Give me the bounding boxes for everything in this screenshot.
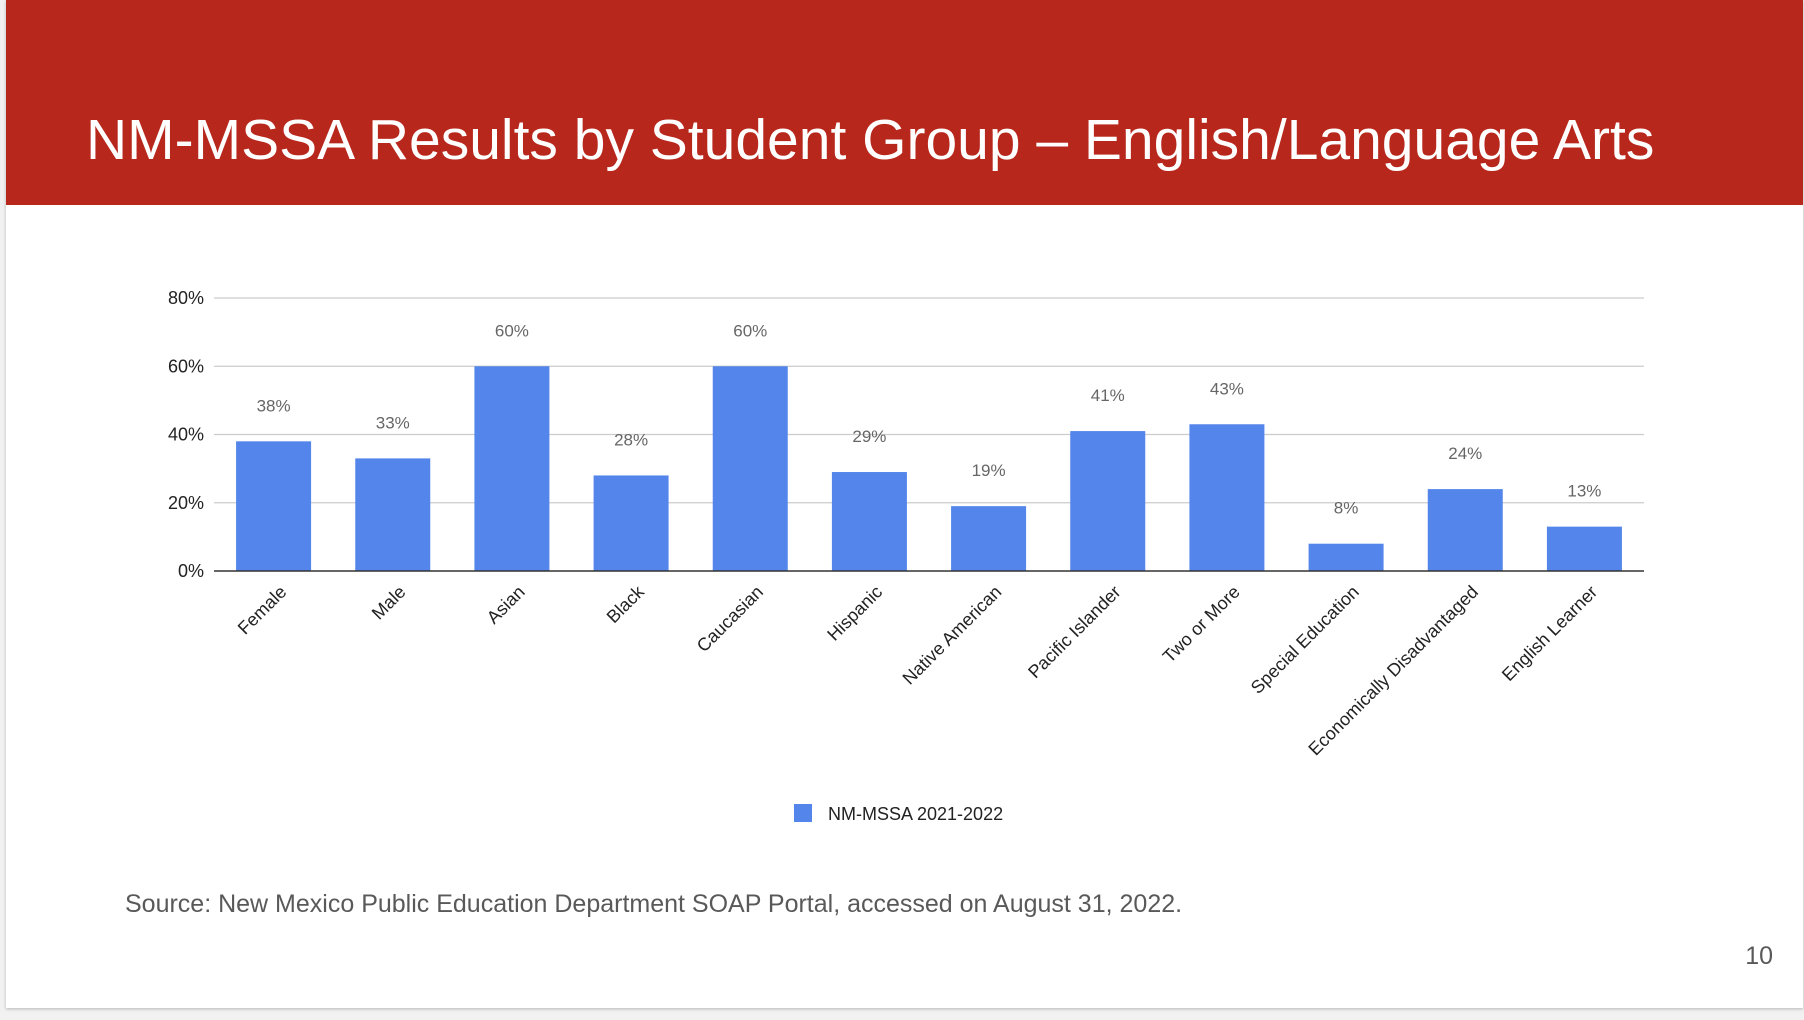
bar bbox=[1070, 431, 1146, 571]
x-tick-label: Native American bbox=[899, 582, 1006, 689]
x-tick-label: Female bbox=[234, 582, 291, 639]
bar bbox=[1189, 424, 1265, 571]
x-tick-label: Asian bbox=[483, 582, 529, 628]
x-tick-label: Black bbox=[603, 581, 649, 627]
bar-chart: 0% 20% 40% 60% 80% 38% 33% 60% 28% 60% 29% 19% 41% 4… bbox=[168, 288, 1644, 824]
data-label: 19% bbox=[972, 461, 1006, 480]
source-note: Source: New Mexico Public Education Depa… bbox=[125, 890, 1183, 918]
x-tick-label: Male bbox=[368, 582, 410, 624]
bar bbox=[712, 366, 788, 571]
legend-label: NM-MSSA 2021-2022 bbox=[828, 804, 1003, 824]
bar bbox=[1427, 489, 1503, 571]
bars bbox=[236, 366, 1622, 571]
data-label: 60% bbox=[495, 321, 529, 340]
slide: NM-MSSA Results by Student Group – Engli… bbox=[6, 0, 1803, 1008]
y-tick-label: 40% bbox=[168, 425, 204, 445]
x-axis-ticks: Female Male Asian Black Caucasian Hispanic Nat… bbox=[234, 581, 1601, 759]
y-tick-label: 0% bbox=[178, 561, 204, 581]
data-label: 13% bbox=[1567, 482, 1601, 501]
data-label: 29% bbox=[852, 427, 886, 446]
bar bbox=[1546, 526, 1622, 571]
bar bbox=[951, 506, 1027, 571]
data-label: 33% bbox=[376, 413, 410, 432]
data-labels: 38% 33% 60% 28% 60% 29% 19% 41% 43% 8% 24% 13% bbox=[257, 321, 1602, 517]
y-tick-label: 60% bbox=[168, 356, 204, 376]
slide-header: NM-MSSA Results by Student Group – Engli… bbox=[6, 0, 1803, 205]
data-label: 43% bbox=[1210, 379, 1244, 398]
x-tick-label: Hispanic bbox=[823, 582, 886, 645]
chart-area: 0% 20% 40% 60% 80% 38% 33% 60% 28% 60% 29% 19% 41% 4… bbox=[6, 230, 1803, 840]
y-tick-label: 20% bbox=[168, 493, 204, 513]
bar bbox=[474, 366, 550, 571]
bar bbox=[593, 475, 669, 571]
bar bbox=[355, 458, 431, 571]
legend-swatch bbox=[794, 804, 812, 822]
x-tick-label: Pacific Islander bbox=[1024, 582, 1124, 682]
data-label: 28% bbox=[614, 430, 648, 449]
page-number: 10 bbox=[1745, 942, 1773, 970]
x-tick-label: Special Education bbox=[1247, 582, 1363, 698]
x-tick-label: Two or More bbox=[1159, 582, 1244, 667]
data-label: 8% bbox=[1334, 499, 1359, 518]
data-label: 38% bbox=[257, 396, 291, 415]
legend: NM-MSSA 2021-2022 bbox=[794, 804, 1003, 824]
y-axis-ticks: 0% 20% 40% 60% 80% bbox=[168, 288, 204, 581]
data-label: 41% bbox=[1091, 386, 1125, 405]
bar bbox=[236, 441, 312, 571]
data-label: 24% bbox=[1448, 444, 1482, 463]
slide-title: NM-MSSA Results by Student Group – Engli… bbox=[86, 108, 1655, 172]
x-tick-label: English Learner bbox=[1498, 582, 1601, 685]
gridlines bbox=[214, 297, 1644, 504]
y-tick-label: 80% bbox=[168, 288, 204, 308]
bar bbox=[1308, 543, 1384, 571]
bar bbox=[831, 472, 907, 571]
data-label: 60% bbox=[733, 321, 767, 340]
x-tick-label: Caucasian bbox=[693, 582, 767, 656]
